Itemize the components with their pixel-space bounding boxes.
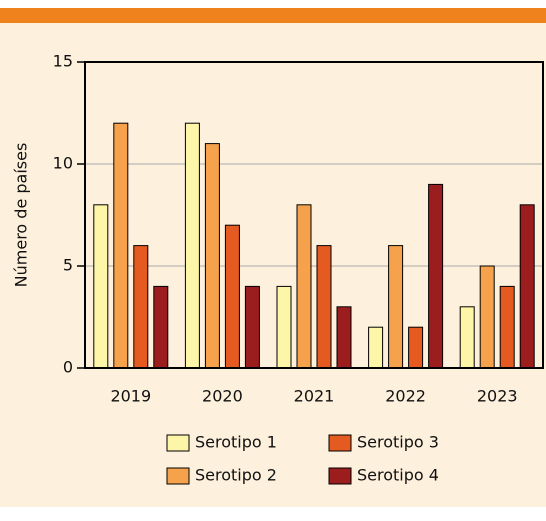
x-tick-label: 2023 [477, 387, 518, 406]
y-tick-label: 10 [53, 154, 73, 173]
bar [459, 306, 475, 369]
legend-swatch [166, 434, 190, 452]
bar [368, 326, 384, 369]
legend-label: Serotipo 2 [195, 466, 277, 485]
x-tick-label: 2020 [202, 387, 243, 406]
y-tick-label: 5 [63, 256, 73, 275]
bar [113, 122, 129, 369]
bar [153, 285, 169, 369]
plot-frame [84, 61, 544, 369]
header-bar [0, 8, 546, 23]
bar [133, 245, 149, 369]
bar [316, 245, 332, 369]
bar [204, 143, 220, 369]
y-axis-label: Número de países [12, 143, 31, 288]
bar [499, 285, 515, 369]
bar [224, 224, 240, 369]
bar [428, 183, 444, 369]
bar [184, 122, 200, 369]
x-tick-label: 2022 [385, 387, 426, 406]
x-tick-label: 2021 [294, 387, 335, 406]
x-tick-label: 2019 [110, 387, 151, 406]
bar [388, 245, 404, 369]
legend-label: Serotipo 1 [195, 433, 277, 452]
bar [519, 204, 535, 369]
legend-swatch [166, 467, 190, 485]
y-tick-label: 15 [53, 52, 73, 71]
bar [479, 265, 495, 369]
bar [276, 285, 292, 369]
legend-swatch [328, 434, 352, 452]
bar [296, 204, 312, 369]
legend-swatch [328, 467, 352, 485]
bar [408, 326, 424, 369]
legend-label: Serotipo 3 [357, 433, 439, 452]
y-tick-label: 0 [63, 358, 73, 377]
bar [336, 306, 352, 369]
legend-label: Serotipo 4 [357, 466, 439, 485]
bar [93, 204, 109, 369]
bar [244, 285, 260, 369]
